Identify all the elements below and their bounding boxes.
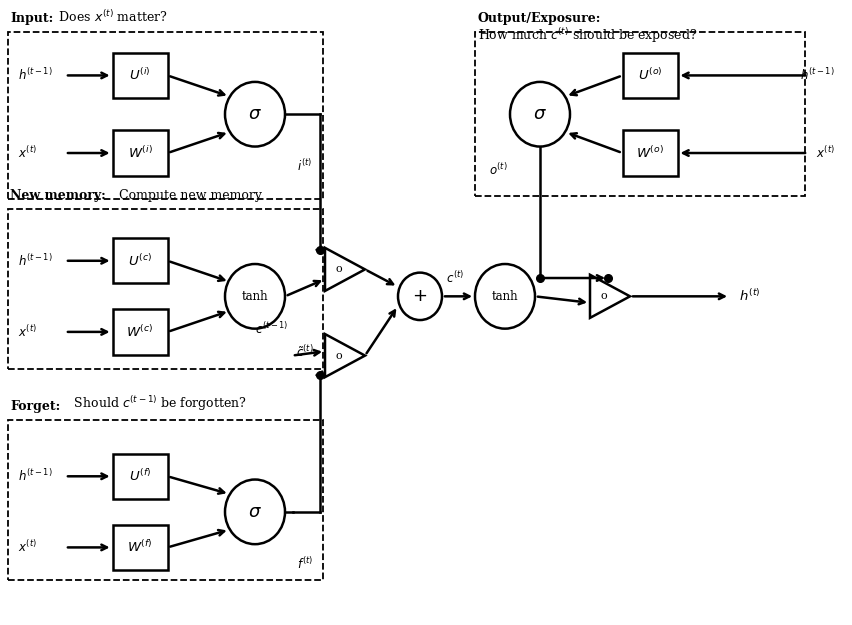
Text: How much $c^{(t)}$ should be exposed?: How much $c^{(t)}$ should be exposed? — [477, 26, 697, 45]
Text: $f^{(t)}$: $f^{(t)}$ — [296, 556, 313, 571]
Bar — [112, 454, 167, 499]
Text: $i^{(t)}$: $i^{(t)}$ — [297, 158, 312, 174]
Text: Should $c^{(t-1)}$ be forgotten?: Should $c^{(t-1)}$ be forgotten? — [70, 394, 247, 412]
Text: Does $x^{(t)}$ matter?: Does $x^{(t)}$ matter? — [55, 9, 168, 25]
Text: $h^{(t-1)}$: $h^{(t-1)}$ — [18, 468, 53, 484]
Text: tanh: tanh — [241, 290, 268, 303]
Bar — [8, 209, 323, 369]
Text: $\tilde{c}^{(t)}$: $\tilde{c}^{(t)}$ — [296, 344, 314, 361]
Circle shape — [398, 272, 441, 320]
Text: Input:: Input: — [10, 12, 53, 25]
Text: $U^{(i)}$: $U^{(i)}$ — [130, 68, 151, 83]
Text: $x^{(t)}$: $x^{(t)}$ — [18, 324, 37, 340]
Circle shape — [225, 264, 285, 329]
Bar — [112, 131, 167, 176]
Text: $U^{(o)}$: $U^{(o)}$ — [637, 68, 661, 83]
Text: Forget:: Forget: — [10, 400, 60, 412]
Text: $\sigma$: $\sigma$ — [532, 105, 546, 123]
Text: $\sigma$: $\sigma$ — [248, 503, 262, 521]
Text: $+$: $+$ — [412, 288, 427, 306]
Bar — [112, 52, 167, 98]
Text: $h^{(t-1)}$: $h^{(t-1)}$ — [18, 253, 53, 269]
Bar — [8, 32, 323, 199]
Circle shape — [225, 479, 285, 544]
Text: $\sigma$: $\sigma$ — [248, 105, 262, 123]
Polygon shape — [325, 334, 365, 377]
Circle shape — [225, 82, 285, 146]
Bar — [112, 309, 167, 354]
Bar — [8, 420, 323, 580]
Text: o: o — [336, 264, 342, 274]
Text: $x^{(t)}$: $x^{(t)}$ — [18, 145, 37, 161]
Text: $c^{(t)}$: $c^{(t)}$ — [446, 270, 463, 286]
Text: $W^{(i)}$: $W^{(i)}$ — [128, 145, 153, 161]
Text: $c^{(t-1)}$: $c^{(t-1)}$ — [255, 321, 288, 337]
Text: Compute new memory: Compute new memory — [115, 189, 262, 201]
Text: $x^{(t)}$: $x^{(t)}$ — [815, 145, 834, 161]
Text: $o^{(t)}$: $o^{(t)}$ — [488, 162, 507, 178]
Bar — [622, 131, 676, 176]
Bar — [475, 32, 804, 196]
Circle shape — [475, 264, 534, 329]
Text: $h^{(t-1)}$: $h^{(t-1)}$ — [799, 68, 834, 83]
Text: $h^{(t-1)}$: $h^{(t-1)}$ — [18, 68, 53, 83]
Text: $U^{(f)}$: $U^{(f)}$ — [129, 468, 151, 484]
Text: tanh: tanh — [491, 290, 518, 303]
Text: $W^{(c)}$: $W^{(c)}$ — [126, 324, 153, 340]
Text: o: o — [336, 351, 342, 361]
Polygon shape — [325, 248, 365, 291]
Text: Output/Exposure:: Output/Exposure: — [477, 12, 601, 25]
Text: $W^{(o)}$: $W^{(o)}$ — [636, 145, 663, 161]
Text: o: o — [600, 291, 607, 301]
Bar — [622, 52, 676, 98]
Text: New memory:: New memory: — [10, 189, 106, 201]
Text: $U^{(c)}$: $U^{(c)}$ — [128, 253, 152, 269]
Text: $x^{(t)}$: $x^{(t)}$ — [18, 539, 37, 556]
Bar — [112, 525, 167, 570]
Circle shape — [509, 82, 569, 146]
Text: $h^{(t)}$: $h^{(t)}$ — [739, 288, 760, 304]
Polygon shape — [590, 275, 630, 318]
Bar — [112, 238, 167, 283]
Text: $W^{(f)}$: $W^{(f)}$ — [127, 539, 153, 556]
